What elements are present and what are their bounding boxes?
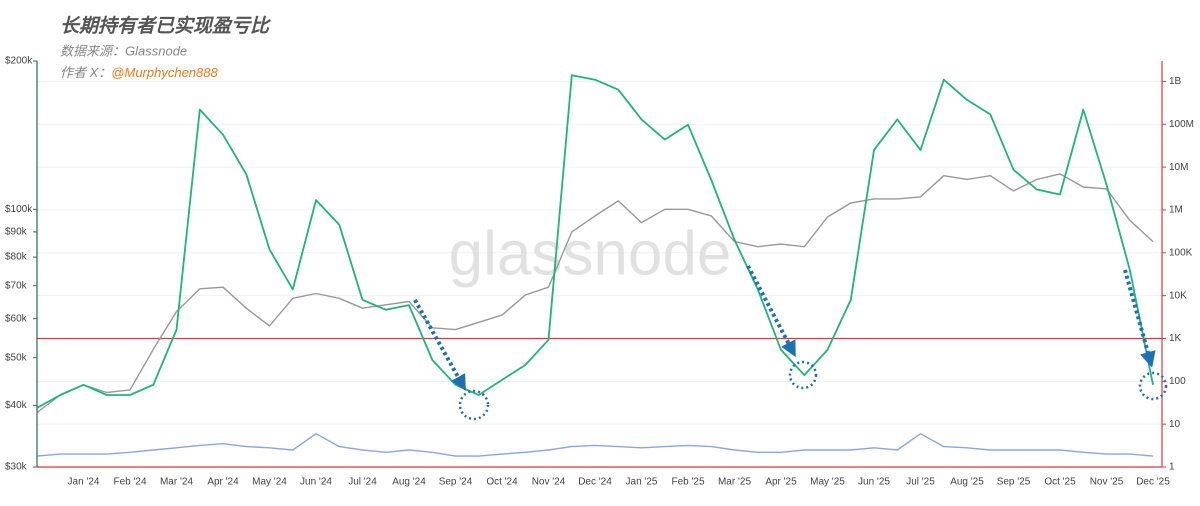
watermark: glassnode bbox=[449, 219, 732, 288]
x-tick-label: Jun '25 bbox=[858, 477, 890, 488]
y-tick-label: $40k bbox=[5, 400, 28, 411]
x-tick-label: Jul '25 bbox=[906, 477, 935, 488]
plot bbox=[36, 74, 1154, 457]
series-line bbox=[36, 173, 1154, 414]
y2-tick-label: 1M bbox=[1169, 205, 1183, 216]
x-tick-label: Jul '24 bbox=[348, 477, 377, 488]
y-tick-label: $200k bbox=[5, 56, 33, 67]
y-tick-label: $90k bbox=[5, 227, 28, 238]
x-tick-label: Dec '25 bbox=[1136, 477, 1170, 488]
x-tick-label: Feb '24 bbox=[113, 477, 146, 488]
y2-tick-label: 100M bbox=[1169, 119, 1194, 130]
x-tick-label: Oct '25 bbox=[1044, 477, 1076, 488]
x-tick-label: Jun '24 bbox=[300, 477, 332, 488]
y2-tick-label: 1B bbox=[1169, 76, 1182, 87]
chart-title: 长期持有者已实现盈亏比 bbox=[60, 15, 271, 37]
x-tick-label: Feb '25 bbox=[671, 477, 704, 488]
author-handle: @Murphychen888 bbox=[111, 65, 218, 80]
x-tick-label: Nov '25 bbox=[1090, 477, 1124, 488]
x-tick-label: Jan '25 bbox=[626, 477, 658, 488]
annotations bbox=[413, 265, 1168, 421]
x-tick-label: Dec '24 bbox=[578, 477, 612, 488]
x-tick-label: May '25 bbox=[810, 477, 845, 488]
x-tick-label: Apr '24 bbox=[207, 477, 239, 488]
x-tick-label: Aug '24 bbox=[392, 477, 426, 488]
author-label: 作者 X：@Murphychen888 bbox=[60, 65, 218, 80]
x-tick-label: Aug '25 bbox=[950, 477, 984, 488]
y2-tick-label: 100 bbox=[1169, 376, 1186, 387]
y2-tick-label: 1 bbox=[1169, 462, 1175, 473]
grid bbox=[37, 80, 1162, 468]
circle bbox=[1138, 371, 1168, 401]
x-tick-label: Nov '24 bbox=[532, 477, 566, 488]
y2-tick-label: 1K bbox=[1169, 333, 1182, 344]
series-line bbox=[36, 74, 1154, 409]
x-tick-label: Jan '24 bbox=[68, 477, 100, 488]
y-tick-label: $60k bbox=[5, 313, 28, 324]
x-tick-label: Sep '25 bbox=[997, 477, 1031, 488]
y-tick-label: $50k bbox=[5, 352, 28, 363]
y2-tick-label: 10 bbox=[1169, 419, 1181, 430]
x-tick-label: Sep '24 bbox=[439, 477, 473, 488]
x-tick-label: Mar '25 bbox=[718, 477, 751, 488]
arrow bbox=[1123, 269, 1156, 368]
x-tick-label: May '24 bbox=[252, 477, 287, 488]
x-tick-label: Mar '24 bbox=[160, 477, 193, 488]
y-tick-label: $100k bbox=[5, 204, 33, 215]
y-tick-label: $80k bbox=[5, 252, 28, 263]
y2-tick-label: 100K bbox=[1169, 247, 1193, 258]
arrow bbox=[746, 265, 796, 358]
x-tick-label: Oct '24 bbox=[486, 477, 518, 488]
circle bbox=[788, 360, 818, 390]
author-label: 作者 X： bbox=[60, 65, 111, 80]
circle bbox=[458, 389, 490, 421]
y2-tick-label: 10M bbox=[1169, 162, 1188, 173]
y-tick-label: $70k bbox=[5, 280, 28, 291]
series-line bbox=[36, 433, 1154, 457]
y-tick-label: $30k bbox=[5, 462, 28, 473]
y2-tick-label: 10K bbox=[1169, 290, 1187, 301]
x-tick-label: Apr '25 bbox=[765, 477, 797, 488]
arrow bbox=[413, 299, 466, 391]
subtitle: 数据来源：Glassnode bbox=[60, 43, 187, 58]
